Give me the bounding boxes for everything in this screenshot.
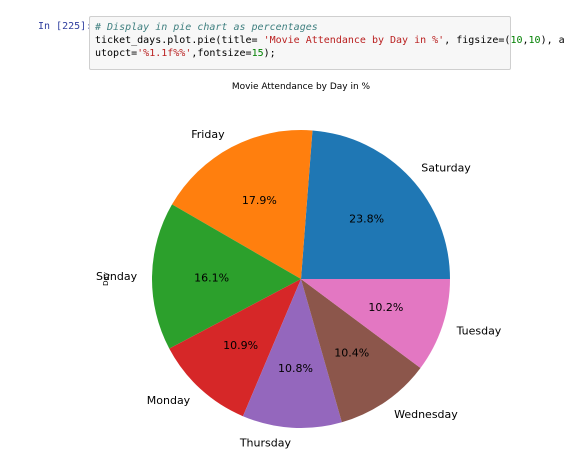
pie-slice-tuesday — [301, 279, 450, 369]
pie-slice-saturday — [301, 130, 450, 279]
pie-slice-thursday — [242, 279, 342, 428]
slice-percent-label: 23.8% — [349, 212, 384, 225]
code-token: , figsize=( — [444, 35, 511, 46]
slice-percent-label: 17.9% — [242, 194, 277, 207]
slice-category-label: Sunday — [96, 270, 138, 283]
code-token: ticket_days.plot.pie(title= — [95, 35, 264, 46]
code-line-1: # Display in pie chart as percentages — [95, 21, 505, 34]
code-token: ); — [263, 48, 276, 59]
slice-percent-label: 10.8% — [278, 362, 313, 375]
slice-category-label: Tuesday — [456, 325, 502, 338]
code-token: ,fontsize= — [191, 48, 252, 59]
slice-category-label: Saturday — [421, 162, 471, 175]
code-token: utopct= — [95, 48, 138, 59]
slice-category-label: Friday — [191, 128, 225, 141]
code-editor[interactable]: # Display in pie chart as percentages ti… — [89, 16, 565, 70]
pie-slice-wednesday — [301, 279, 421, 423]
code-line-2: ticket_days.plot.pie(title= 'Movie Atten… — [95, 34, 565, 47]
code-string: '%1.1f%%' — [137, 48, 192, 59]
code-token: ), a — [540, 35, 565, 46]
slice-percent-label: 16.1% — [194, 271, 229, 284]
code-comment: # Display in pie chart as percentages — [95, 22, 318, 33]
pie-chart: Movie Attendance by Day in % Day 23.8% Sa… — [96, 82, 502, 450]
code-number: 15 — [251, 48, 264, 59]
slice-percent-label: 10.4% — [334, 347, 369, 360]
slice-category-label: Thursday — [239, 437, 292, 450]
slice-category-label: Wednesday — [394, 408, 458, 421]
code-line-3: utopct='%1.1f%%',fontsize=15); — [95, 47, 505, 60]
pie-slices — [151, 130, 450, 428]
cell-prompt: In [225]: — [38, 21, 93, 32]
chart-title: Movie Attendance by Day in % — [232, 82, 371, 92]
pie-slice-monday — [169, 279, 301, 417]
code-number: 10 — [510, 35, 523, 46]
slice-percent-label: 10.9% — [223, 339, 258, 352]
pie-slice-sunday — [151, 204, 301, 349]
slice-category-label: Monday — [147, 394, 191, 407]
cell-output: Movie Attendance by Day in % Day 23.8% Sa… — [89, 72, 511, 468]
code-token: , — [522, 35, 529, 46]
code-string: 'Movie Attendance by Day in %' — [263, 35, 445, 46]
y-axis-label: Day — [102, 272, 110, 286]
slice-percent-label: 10.2% — [368, 301, 403, 314]
code-number: 10 — [528, 35, 541, 46]
pie-slice-friday — [172, 130, 313, 279]
pie-labels: 23.8% Saturday 17.9% Friday 16.1% Sunday 10.9%… — [96, 128, 502, 450]
